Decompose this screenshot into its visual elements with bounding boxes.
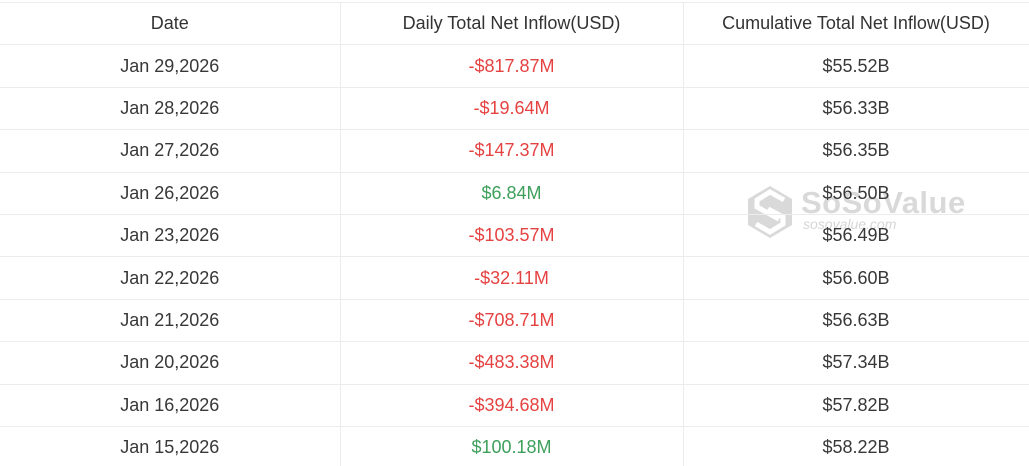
table-header-row: Date Daily Total Net Inflow(USD) Cumulat… [0, 1, 1029, 46]
table-row: Jan 22,2026 -$32.11M $56.60B [0, 256, 1029, 300]
daily-net-inflow-cell: -$483.38M [339, 341, 683, 385]
daily-net-inflow-cell: -$817.87M [339, 44, 683, 88]
table-row: Jan 15,2026 $100.18M $58.22B [0, 426, 1029, 466]
date-cell: Jan 20,2026 [0, 341, 340, 385]
cumulative-net-inflow-cell: $56.49B [682, 214, 1029, 258]
date-cell: Jan 26,2026 [0, 172, 340, 215]
date-cell: Jan 16,2026 [0, 384, 340, 427]
table-row: Jan 28,2026 -$19.64M $56.33B [0, 87, 1029, 131]
date-cell: Jan 21,2026 [0, 299, 340, 343]
date-cell: Jan 23,2026 [0, 214, 340, 258]
cumulative-net-inflow-cell: $56.63B [682, 299, 1029, 343]
table-row: Jan 21,2026 -$708.71M $56.63B [0, 299, 1029, 343]
cumulative-net-inflow-cell: $57.34B [682, 341, 1029, 385]
table-row: Jan 20,2026 -$483.38M $57.34B [0, 341, 1029, 385]
cumulative-net-inflow-cell: $57.82B [682, 384, 1029, 427]
cumulative-net-inflow-cell: $56.35B [682, 129, 1029, 173]
daily-net-inflow-cell: -$32.11M [339, 256, 683, 300]
date-cell: Jan 27,2026 [0, 129, 340, 173]
date-cell: Jan 29,2026 [0, 44, 340, 88]
date-cell: Jan 28,2026 [0, 87, 340, 131]
date-cell: Jan 15,2026 [0, 426, 340, 466]
table-row: Jan 27,2026 -$147.37M $56.35B [0, 129, 1029, 173]
table-row: Jan 29,2026 -$817.87M $55.52B [0, 44, 1029, 88]
daily-net-inflow-cell: -$19.64M [339, 87, 683, 131]
cumulative-net-inflow-cell: $56.33B [682, 87, 1029, 131]
daily-net-inflow-cell: $100.18M [339, 426, 683, 466]
table-row: Jan 26,2026 $6.84M $56.50B [0, 172, 1029, 215]
table-row: Jan 23,2026 -$103.57M $56.49B [0, 214, 1029, 258]
daily-net-inflow-cell: -$708.71M [339, 299, 683, 343]
column-header-cumulative-net-inflow: Cumulative Total Net Inflow(USD) [682, 1, 1029, 46]
cumulative-net-inflow-cell: $55.52B [682, 44, 1029, 88]
daily-net-inflow-cell: -$394.68M [339, 384, 683, 427]
table-row: Jan 16,2026 -$394.68M $57.82B [0, 384, 1029, 427]
daily-net-inflow-cell: -$103.57M [339, 214, 683, 258]
date-cell: Jan 22,2026 [0, 256, 340, 300]
column-header-date: Date [0, 1, 340, 46]
daily-net-inflow-cell: -$147.37M [339, 129, 683, 173]
daily-net-inflow-cell: $6.84M [339, 172, 683, 215]
column-header-daily-net-inflow: Daily Total Net Inflow(USD) [339, 1, 683, 46]
cumulative-net-inflow-cell: $58.22B [682, 426, 1029, 466]
cumulative-net-inflow-cell: $56.60B [682, 256, 1029, 300]
cumulative-net-inflow-cell: $56.50B [682, 172, 1029, 215]
